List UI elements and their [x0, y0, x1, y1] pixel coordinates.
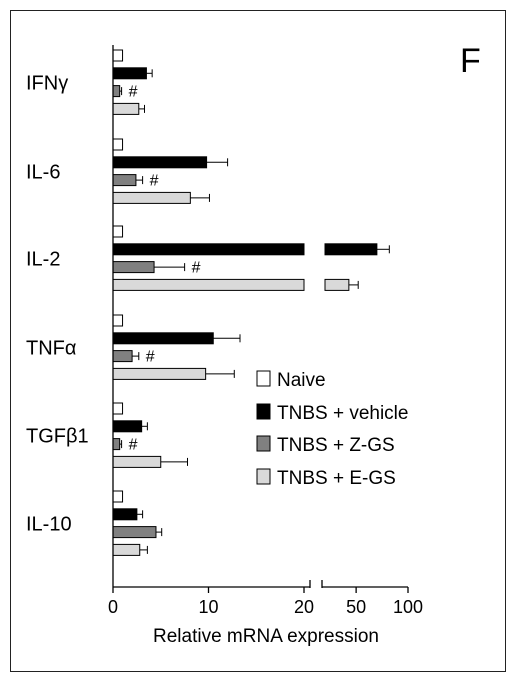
category-label: TGFβ1: [26, 426, 89, 448]
bar: [112, 526, 157, 539]
x-tick-label: 0: [108, 597, 118, 617]
category-label: IL-6: [26, 162, 60, 184]
bar: [112, 420, 143, 433]
legend-label: Naive: [277, 370, 326, 391]
bar: [112, 243, 305, 256]
legend-swatch: [256, 403, 271, 420]
x-tick-label: 100: [393, 597, 423, 617]
bar: [112, 191, 191, 204]
bar: [112, 367, 207, 380]
significance-marker: #: [150, 173, 159, 190]
x-axis-label: Relative mRNA expression: [153, 626, 379, 647]
category-label: IL-2: [26, 249, 60, 271]
category-label: IFNγ: [26, 73, 68, 95]
bar: [112, 102, 140, 115]
legend-swatch: [256, 435, 271, 452]
bar: [112, 261, 155, 274]
legend: Naive TNBS + vehicle TNBS + Z-GS TNBS + E-G…: [256, 370, 408, 489]
bar: [112, 402, 124, 415]
bar: [112, 156, 208, 169]
legend-swatch: [256, 370, 271, 387]
legend-label: TNBS + E-GS: [277, 468, 396, 489]
bar: [112, 49, 124, 62]
x-tick-label: 10: [198, 597, 218, 617]
bar: [112, 85, 121, 98]
bar: [112, 314, 124, 327]
figure-frame: [10, 10, 506, 672]
bar: [112, 225, 124, 238]
significance-marker: #: [129, 437, 138, 454]
panel-label: F: [460, 42, 481, 80]
bar: [112, 543, 141, 556]
bar: [112, 490, 124, 503]
bar-continuation: [324, 278, 350, 291]
category-label: IL-10: [26, 514, 72, 536]
bar-continuation: [324, 243, 378, 256]
bar: [112, 350, 133, 363]
bar: [112, 508, 138, 521]
bar: [112, 67, 147, 80]
significance-marker: #: [129, 84, 138, 101]
x-tick-label: 20: [294, 597, 314, 617]
category-labels: IFNγ IL-6 IL-2 TNFα TGFβ1 IL-10: [26, 73, 89, 536]
bar: [112, 138, 124, 151]
legend-swatch: [256, 468, 271, 485]
legend-label: TNBS + Z-GS: [277, 435, 395, 456]
bar: [112, 438, 121, 451]
significance-marker: #: [146, 349, 155, 366]
bar: [112, 278, 305, 291]
legend-label: TNBS + vehicle: [277, 403, 408, 424]
category-label: TNFα: [26, 338, 76, 360]
axes: 0 10 20 50 100: [108, 45, 423, 617]
bar: [112, 332, 214, 345]
bar: [112, 174, 137, 187]
bar: [112, 455, 162, 468]
x-tick-label: 50: [346, 597, 366, 617]
significance-marker: #: [192, 260, 201, 277]
